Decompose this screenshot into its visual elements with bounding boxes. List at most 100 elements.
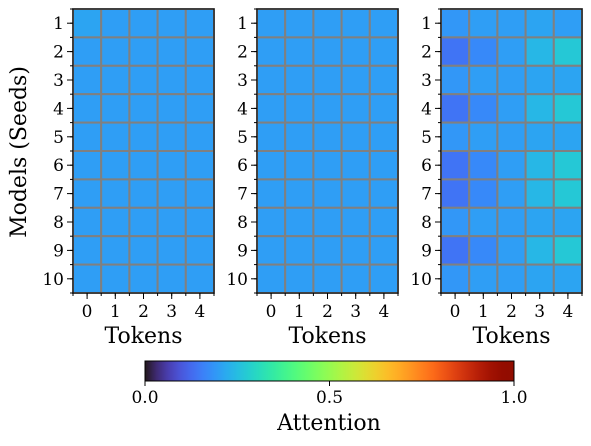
heatmap-cell	[468, 64, 499, 96]
y-tick-label: 10	[226, 270, 248, 290]
heatmap-cell	[128, 150, 159, 181]
heatmap-cell	[312, 263, 343, 295]
heatmap-cell	[340, 150, 371, 181]
heatmap-cell	[128, 36, 159, 67]
heatmap-cell	[440, 8, 471, 39]
y-axis-label: Models (Seeds)	[7, 66, 32, 238]
heatmap-cell	[256, 263, 287, 295]
heatmap-cell	[524, 178, 555, 209]
heatmap-cell	[312, 36, 343, 67]
heatmap-cell	[184, 206, 216, 238]
heatmap-cell	[72, 150, 103, 181]
x-tick-label: 0	[450, 302, 461, 322]
heatmap-cell	[128, 93, 159, 124]
heatmap-cell	[468, 206, 499, 238]
y-tick-label: 9	[421, 241, 432, 261]
heatmap-cell	[184, 150, 216, 181]
heatmap-cell	[100, 93, 131, 124]
heatmap-cell	[552, 263, 583, 295]
heatmap-cell	[496, 235, 527, 266]
heatmap-cell	[552, 64, 583, 96]
heatmap-cell	[284, 150, 315, 181]
heatmap-cell	[128, 121, 159, 152]
heatmap-cell	[312, 178, 343, 209]
heatmap-cell	[184, 121, 216, 152]
heatmap-cell	[524, 121, 555, 152]
x-tick-label: 4	[378, 302, 389, 322]
heatmap-cell	[496, 36, 527, 67]
heatmap-cell	[368, 64, 399, 96]
heatmap-cell	[184, 93, 216, 124]
y-tick-label: 1	[53, 14, 64, 34]
heatmap-cell	[156, 178, 187, 209]
y-tick-label: 5	[421, 128, 432, 148]
heatmap-cell	[524, 206, 555, 238]
heatmap-cell	[340, 178, 371, 209]
y-tick-label: 8	[53, 213, 64, 233]
heatmap-cell	[72, 121, 103, 152]
heatmap-cell	[340, 8, 371, 39]
heatmap-cell	[552, 121, 583, 152]
y-tick-label: 3	[237, 71, 248, 91]
heatmap-cell	[284, 121, 315, 152]
y-tick-label: 7	[421, 185, 432, 205]
heatmap-cell	[340, 235, 371, 266]
heatmap-cell	[256, 36, 287, 67]
heatmap-cell	[368, 263, 399, 295]
heatmap-cell	[524, 93, 555, 124]
heatmap-cell	[100, 150, 131, 181]
x-tick-label: 4	[562, 302, 573, 322]
heatmap-cell	[256, 121, 287, 152]
heatmap-cell	[156, 263, 187, 295]
heatmap-cell	[284, 235, 315, 266]
heatmap-cell	[100, 178, 131, 209]
x-tick-label: 2	[506, 302, 517, 322]
heatmap-cell	[184, 263, 216, 295]
y-tick-label: 5	[53, 128, 64, 148]
y-tick-label: 10	[42, 270, 64, 290]
heatmap-cell	[72, 93, 103, 124]
y-tick-label: 8	[421, 213, 432, 233]
y-tick-label: 8	[237, 213, 248, 233]
heatmap-cell	[100, 263, 131, 295]
heatmap-cell	[496, 178, 527, 209]
heatmap-cell	[184, 178, 216, 209]
heatmap-cell	[440, 121, 471, 152]
heatmap-cell	[496, 150, 527, 181]
y-tick-label: 3	[421, 71, 432, 91]
heatmap-cell	[368, 93, 399, 124]
heatmap-cell	[156, 36, 187, 67]
x-axis-label: Tokens	[288, 324, 366, 349]
heatmap-cell	[156, 235, 187, 266]
heatmap-cell	[468, 8, 499, 39]
heatmap-cell	[440, 235, 471, 266]
y-tick-label: 5	[237, 128, 248, 148]
heatmap-cell	[496, 64, 527, 96]
heatmap-cell	[468, 121, 499, 152]
heatmap-cell	[496, 206, 527, 238]
heatmap-cell	[156, 8, 187, 39]
heatmap-cell	[100, 64, 131, 96]
heatmap-cell	[440, 178, 471, 209]
heatmap-cell	[468, 93, 499, 124]
heatmap-cell	[552, 8, 583, 39]
heatmap-cell	[284, 263, 315, 295]
heatmap-cell	[184, 64, 216, 96]
y-tick-label: 6	[53, 156, 64, 176]
x-axis-label: Tokens	[104, 324, 182, 349]
colorbar-tick-label: 1.0	[500, 388, 527, 408]
y-tick-label: 7	[237, 185, 248, 205]
heatmap-cell	[100, 8, 131, 39]
heatmap-cell	[552, 93, 583, 124]
heatmap-cell	[184, 235, 216, 266]
x-tick-label: 4	[194, 302, 205, 322]
heatmap-cell	[100, 235, 131, 266]
heatmap-cell	[256, 8, 287, 39]
y-tick-label: 3	[53, 71, 64, 91]
heatmap-cell	[256, 206, 287, 238]
heatmap-cell	[468, 263, 499, 295]
